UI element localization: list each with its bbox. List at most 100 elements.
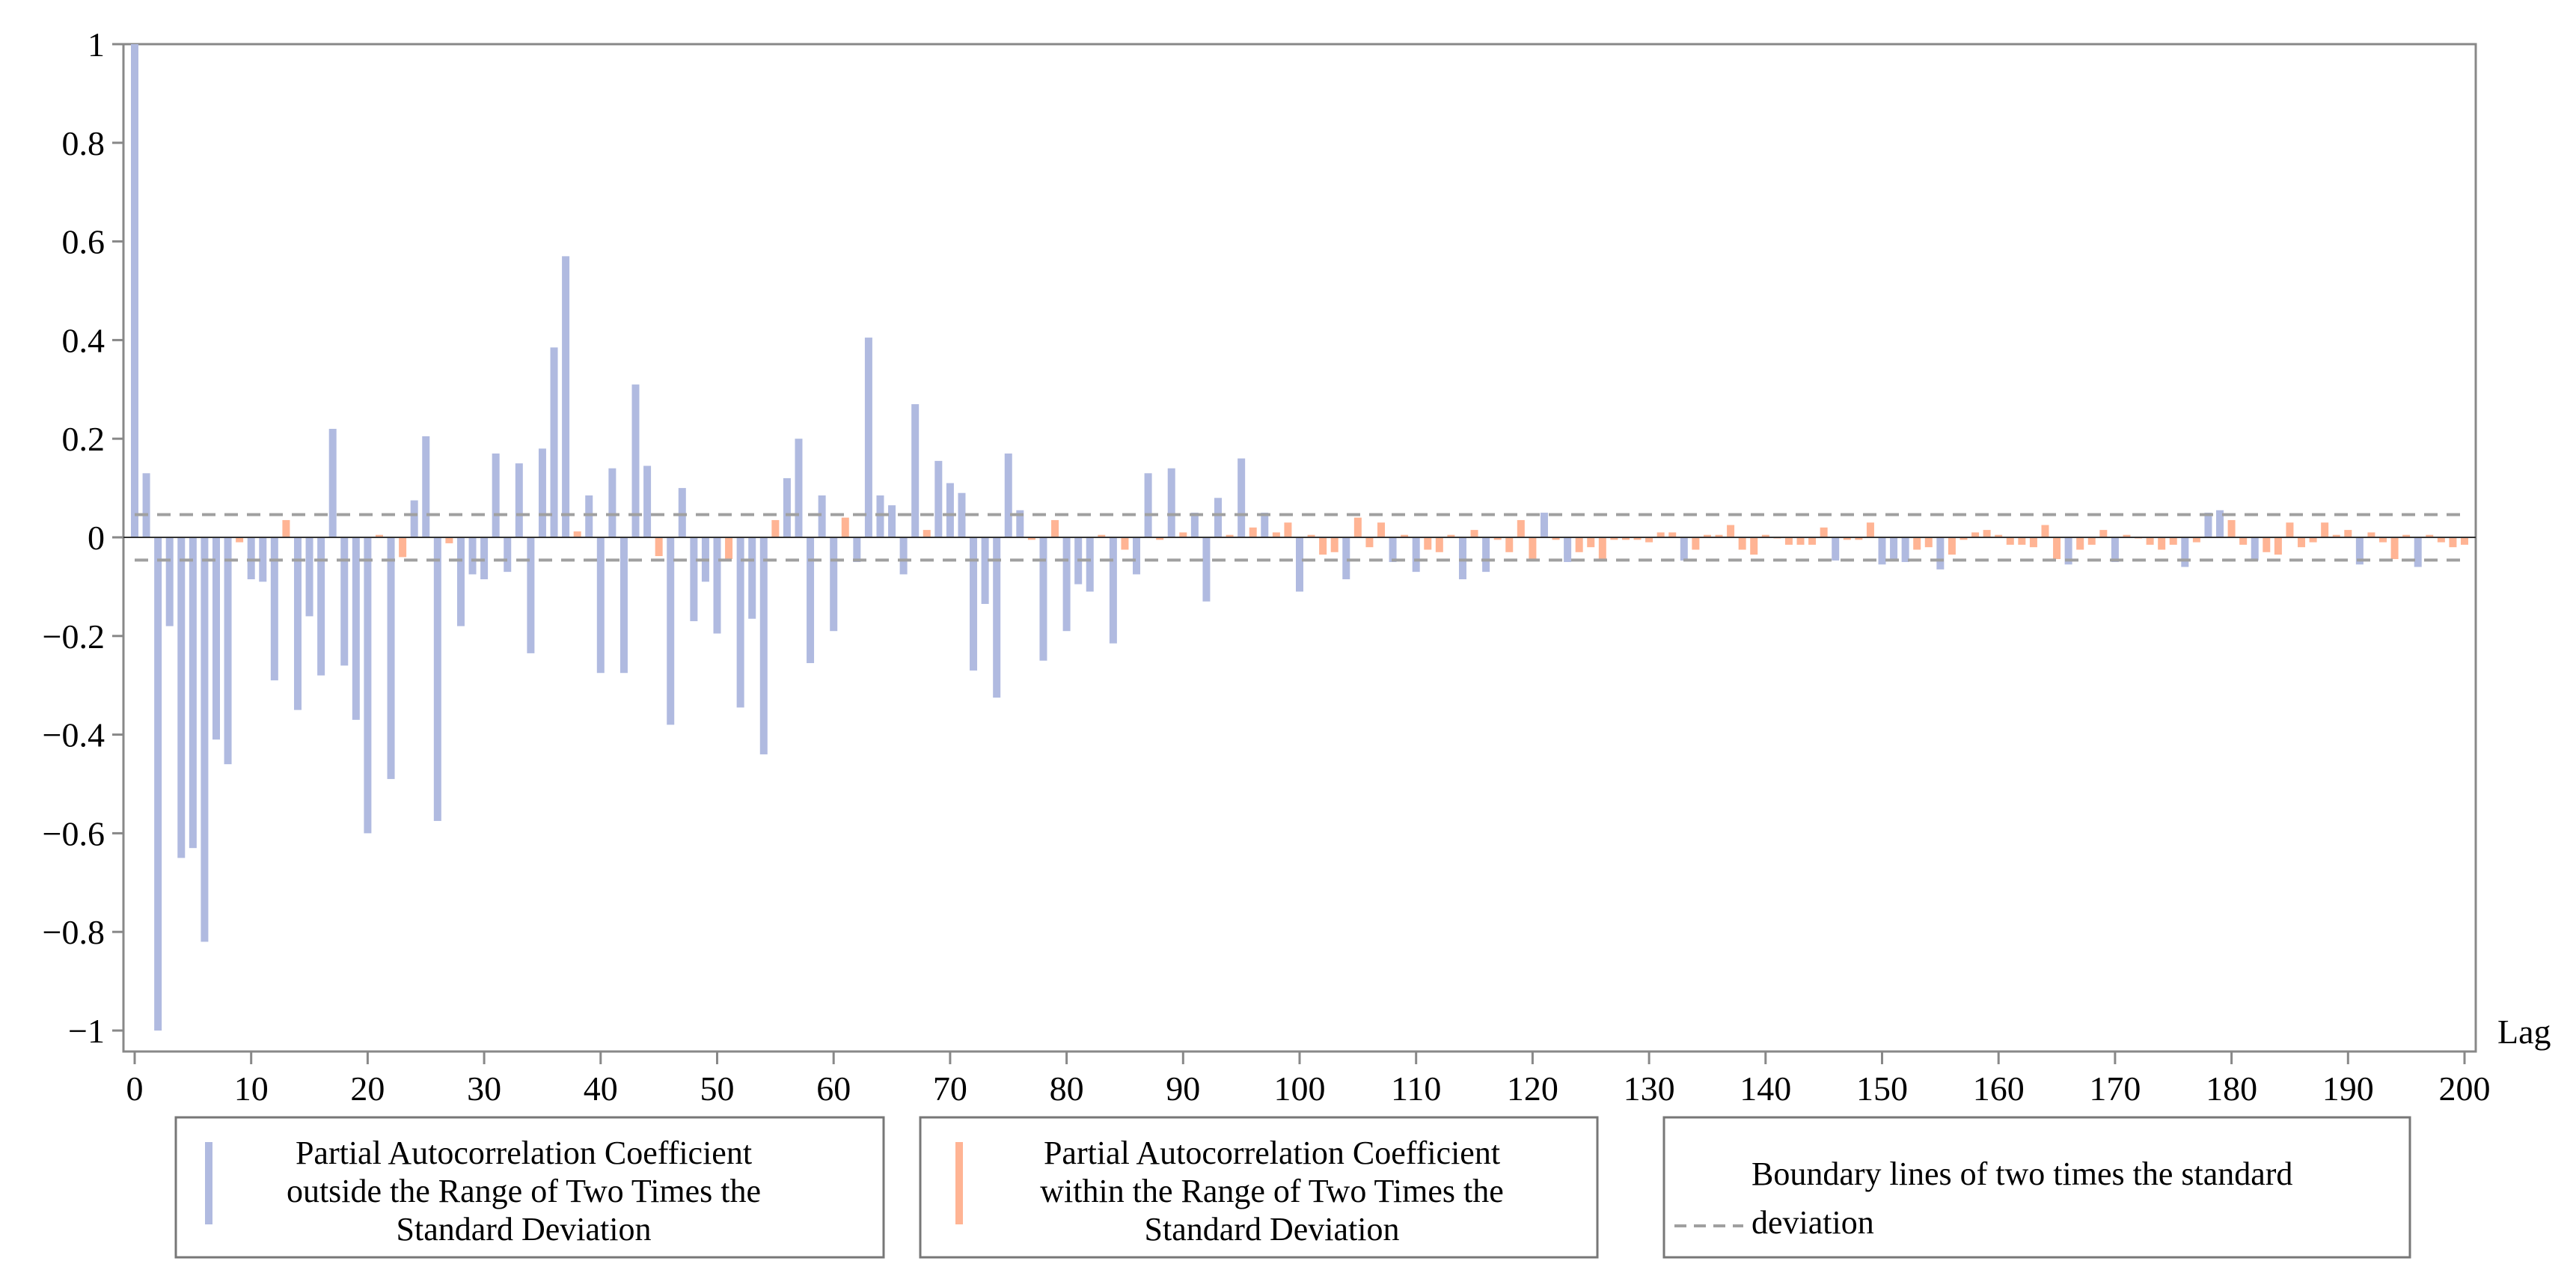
bar-lag-58 [807, 537, 815, 664]
bar-lag-106 [1365, 537, 1374, 548]
x-tick-label: 10 [234, 1069, 269, 1108]
bar-lag-10 [247, 537, 255, 580]
bar-lag-181 [2239, 537, 2248, 545]
bar-lag-117 [1493, 537, 1502, 540]
bar-lag-137 [1727, 525, 1735, 537]
bar-lag-21 [375, 534, 383, 537]
bar-lag-152 [1901, 537, 1909, 562]
bar-lag-43 [631, 384, 640, 537]
x-tick-label: 130 [1624, 1069, 1675, 1108]
y-tick-label: 0.2 [62, 420, 105, 458]
bar-lag-126 [1598, 537, 1606, 559]
bar-lag-38 [573, 531, 581, 537]
bar-lag-127 [1610, 537, 1618, 540]
bar-lag-5 [189, 537, 197, 849]
bar-lag-42 [619, 537, 628, 674]
legend-boundary-line1: Boundary lines of two times the standard [1752, 1156, 2292, 1192]
bar-lag-200 [2461, 537, 2468, 545]
bar-lag-144 [1808, 537, 1817, 545]
bar-lag-124 [1575, 537, 1583, 552]
bar-lag-26 [433, 537, 441, 821]
bar-lag-73 [981, 537, 989, 604]
bar-lag-198 [2437, 537, 2445, 543]
bar-lag-13 [282, 519, 290, 537]
bar-lag-176 [2181, 537, 2189, 567]
bar-lag-112 [1435, 537, 1443, 552]
x-axis-label: Lag [2497, 1013, 2551, 1051]
bar-lag-120 [1529, 537, 1537, 559]
bar-lag-72 [970, 537, 978, 671]
bar-lag-12 [270, 537, 278, 681]
y-tick-label: 0.8 [62, 124, 105, 162]
bar-lag-184 [2274, 537, 2282, 555]
bar-lag-148 [1855, 537, 1863, 540]
x-tick-label: 50 [700, 1069, 735, 1108]
bar-lag-199 [2449, 537, 2457, 548]
bar-lag-23 [399, 537, 407, 558]
bar-lag-0 [131, 44, 138, 537]
bar-lag-109 [1401, 534, 1409, 537]
bar-lag-78 [1039, 537, 1047, 661]
x-tick-label: 190 [2322, 1069, 2374, 1108]
bar-lag-19 [352, 537, 360, 720]
bar-lag-128 [1621, 537, 1630, 540]
bar-lag-88 [1156, 537, 1164, 540]
bar-lag-57 [795, 439, 803, 537]
bar-lag-192 [2367, 532, 2375, 537]
legend-outside-line1: Partial Autocorrelation Coefficient [296, 1135, 752, 1171]
bar-lag-161 [2006, 537, 2014, 545]
bar-lag-30 [480, 537, 489, 580]
legend-within-line1: Partial Autocorrelation Coefficient [1044, 1135, 1500, 1171]
bar-lag-145 [1820, 527, 1828, 537]
bar-lag-155 [1936, 537, 1945, 570]
bar-lag-190 [2344, 530, 2352, 537]
bar-lag-130 [1645, 537, 1653, 543]
bar-lag-174 [2158, 537, 2166, 550]
bar-lag-97 [1261, 513, 1269, 537]
bar-lag-70 [946, 483, 954, 537]
bar-lag-27 [445, 537, 453, 543]
x-tick-label: 60 [816, 1069, 851, 1108]
x-tick-label: 40 [584, 1069, 618, 1108]
bar-lag-64 [876, 495, 884, 537]
legend-outside-line3: Standard Deviation [397, 1211, 652, 1248]
y-tick-label: 1 [88, 25, 105, 64]
bar-lag-182 [2251, 537, 2259, 561]
x-tick-label: 90 [1166, 1069, 1200, 1108]
legend-within-line2: within the Range of Two Times the [1040, 1173, 1503, 1209]
bar-lag-60 [830, 537, 838, 632]
bar-lag-63 [864, 338, 872, 537]
bar-lag-154 [1924, 537, 1933, 548]
bar-lag-110 [1412, 537, 1420, 573]
bar-lag-146 [1832, 537, 1840, 561]
bar-lag-194 [2390, 537, 2399, 559]
bar-lag-140 [1761, 534, 1769, 537]
bar-lag-173 [2146, 537, 2154, 545]
bar-lag-20 [364, 537, 372, 834]
bar-lag-113 [1447, 534, 1455, 537]
x-tick-label: 120 [1507, 1069, 1558, 1108]
y-tick-label: 0 [88, 519, 105, 557]
bar-lag-1 [142, 473, 150, 537]
bar-lag-191 [2355, 537, 2364, 565]
bar-lag-95 [1237, 458, 1246, 537]
bar-lag-86 [1133, 537, 1141, 575]
bar-lag-80 [1062, 537, 1071, 632]
bar-lag-45 [655, 537, 663, 557]
bar-lag-39 [585, 495, 593, 537]
bar-lag-188 [2321, 522, 2329, 537]
bar-lag-101 [1307, 534, 1315, 537]
bar-lag-111 [1424, 537, 1432, 550]
bar-lag-67 [911, 404, 920, 537]
legend-outside: Partial Autocorrelation Coefficient outs… [174, 1116, 885, 1259]
bar-lag-156 [1948, 537, 1956, 555]
bar-lag-11 [259, 537, 267, 582]
bar-lag-65 [888, 505, 896, 537]
bar-lag-48 [690, 537, 698, 622]
x-axis: 0 10 20 30 40 50 60 70 80 90 100 110 120 130 140 150 160… [126, 1051, 2491, 1108]
bar-lag-107 [1377, 522, 1385, 537]
bar-lag-177 [2192, 537, 2200, 543]
bar-lag-4 [177, 537, 186, 858]
bar-lag-158 [1971, 532, 1980, 537]
